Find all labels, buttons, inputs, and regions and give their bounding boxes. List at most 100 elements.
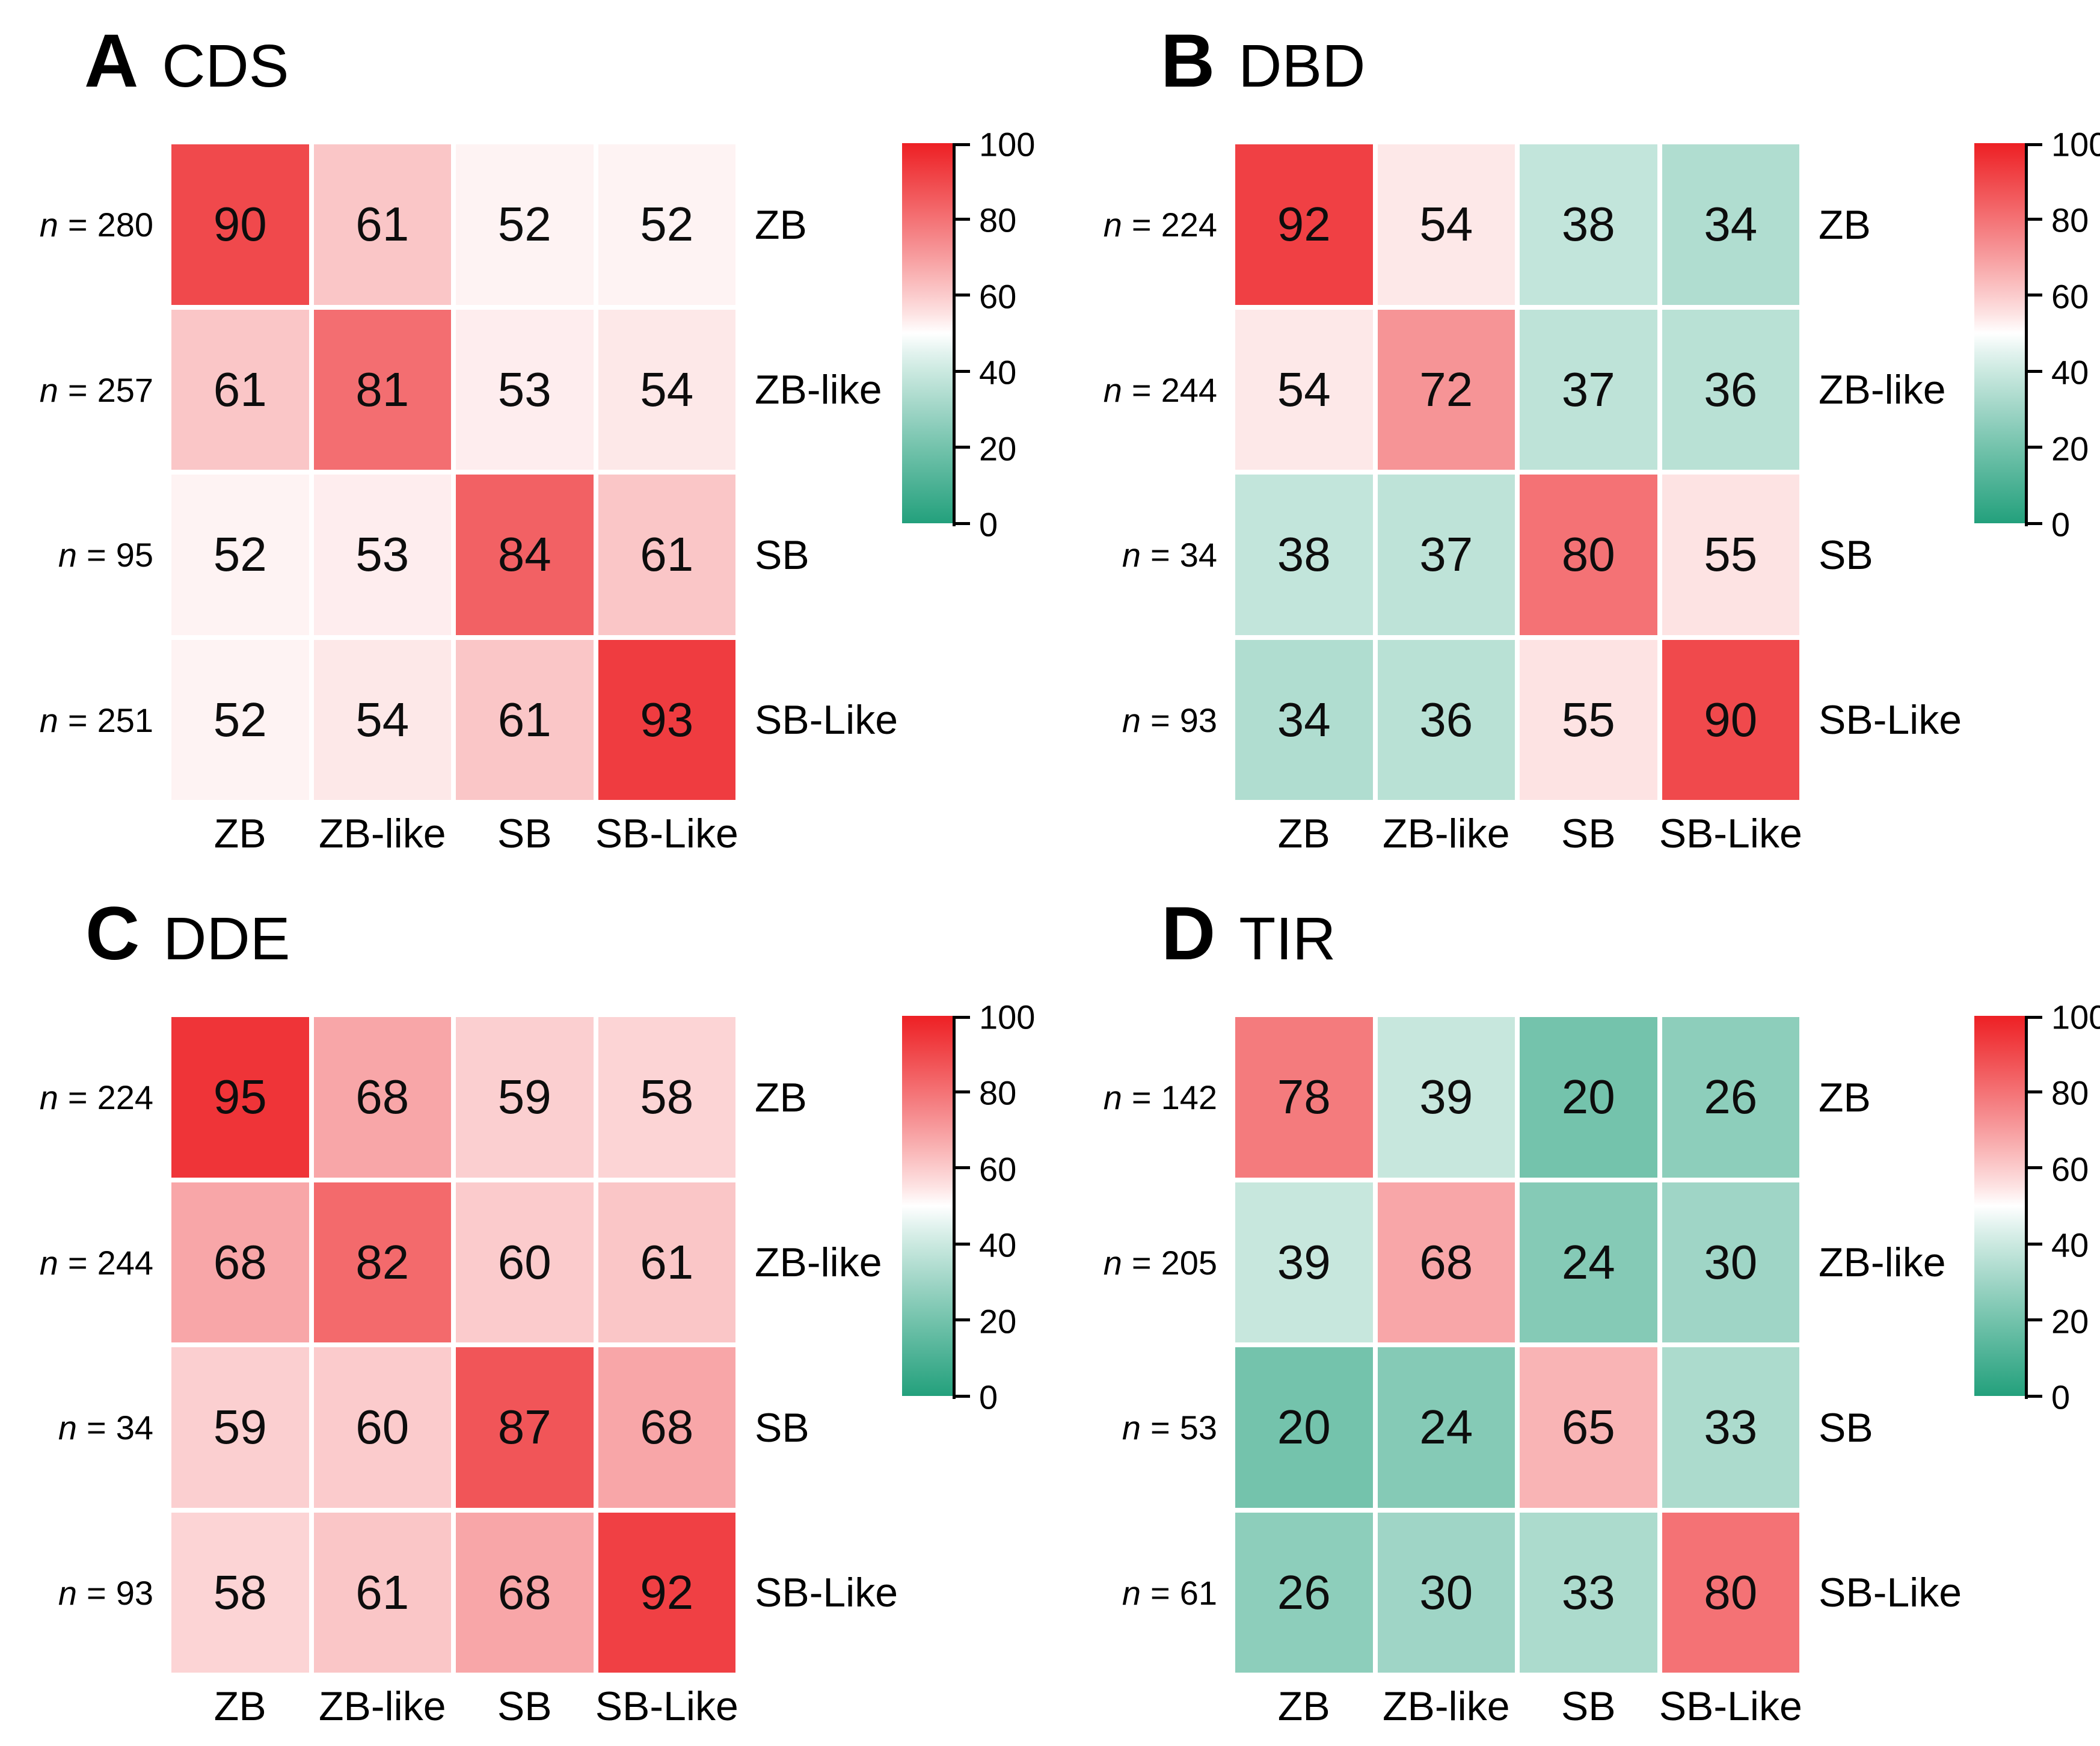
colorbar-tick-label: 100 — [979, 125, 1036, 164]
row-count-label: n = 93 — [1050, 640, 1217, 801]
n-symbol: n — [39, 370, 58, 409]
colorbar-gradient — [1974, 1016, 2025, 1396]
n-value: 224 — [1161, 206, 1217, 244]
row-category-label: ZB — [755, 1074, 807, 1120]
heatmap-cell: 68 — [598, 1347, 735, 1508]
row-count-label: n = 224 — [0, 1017, 153, 1178]
heatmap-cell: 33 — [1520, 1512, 1657, 1673]
colorbar-tick — [2028, 521, 2042, 525]
heatmap-cell: 24 — [1377, 1347, 1515, 1508]
n-value: 224 — [97, 1078, 153, 1116]
n-value: 95 — [115, 536, 153, 574]
heatmap-grid: 78 39 20 26 39 68 24 30 20 24 65 33 26 30 33 80 — [1235, 1017, 1799, 1673]
panel-name: CDS — [162, 32, 289, 100]
colorbar-tick — [956, 217, 970, 221]
colorbar-tick-label: 80 — [979, 1074, 1017, 1112]
column-category-label: ZB-like — [318, 811, 446, 856]
heatmap-cell: 65 — [1520, 1347, 1657, 1508]
colorbar-tick — [2028, 294, 2042, 297]
n-symbol: n — [1122, 536, 1141, 574]
heatmap-cell: 78 — [1235, 1017, 1373, 1178]
n-symbol: n — [58, 1409, 77, 1446]
row-count-label: n = 34 — [0, 1347, 153, 1508]
row-category-label: SB-Like — [1819, 697, 1962, 743]
n-symbol: n — [1103, 1243, 1122, 1282]
row-category-label: SB — [755, 532, 809, 578]
panel-d-tir: D TIR 78 39 20 26 39 68 24 30 20 24 65 33 26 30 33 80 n = 14… — [1050, 873, 2100, 1745]
colorbar-tick — [956, 521, 970, 525]
heatmap-cell: 68 — [313, 1017, 451, 1178]
column-category-label: ZB-like — [1382, 811, 1510, 856]
colorbar-tick — [956, 446, 970, 449]
colorbar-tick — [956, 1394, 970, 1398]
colorbar-tick — [956, 1318, 970, 1322]
heatmap-cell: 53 — [313, 475, 451, 635]
colorbar-axis-line — [2025, 1016, 2028, 1399]
colorbar-tick — [956, 1166, 970, 1170]
column-category-label: ZB-like — [318, 1683, 446, 1729]
row-category-label: SB-Like — [1819, 1570, 1962, 1615]
heatmap-cell: 26 — [1235, 1512, 1373, 1673]
heatmap-cell: 84 — [456, 475, 594, 635]
row-category-label: ZB — [755, 201, 807, 248]
heatmap-cell: 61 — [598, 475, 735, 635]
n-value: 53 — [1179, 1409, 1217, 1446]
column-category-label: SB — [497, 811, 552, 856]
colorbar: 100 80 60 40 20 0 — [1974, 998, 2100, 1425]
heatmap-cell: 82 — [313, 1182, 451, 1342]
colorbar-tick-label: 60 — [979, 1150, 1017, 1188]
colorbar-axis-line — [953, 1016, 956, 1399]
colorbar: 100 80 60 40 20 0 — [902, 998, 1058, 1425]
heatmap-cell: 90 — [171, 144, 309, 305]
column-category-label: SB — [1561, 811, 1616, 856]
row-count-label: n = 93 — [0, 1513, 153, 1673]
colorbar-tick — [2028, 446, 2042, 449]
colorbar-tick — [956, 1242, 970, 1246]
panel-letter: B — [1161, 19, 1216, 103]
panel-title: D TIR — [1161, 891, 1336, 977]
colorbar-tick-label: 20 — [2051, 1302, 2089, 1341]
equals-sign: = — [1131, 1243, 1152, 1282]
panel-title: C DDE — [85, 891, 290, 977]
column-category-label: ZB — [213, 811, 266, 856]
panel-c-dde: C DDE 95 68 59 58 68 82 60 61 59 60 87 68 58 61 68 92 n = 22… — [0, 873, 1050, 1745]
heatmap-cell: 92 — [598, 1512, 735, 1673]
heatmap-cell: 53 — [456, 309, 594, 470]
column-category-label: SB-Like — [595, 811, 738, 856]
equals-sign: = — [67, 206, 88, 244]
heatmap-cell: 58 — [171, 1512, 309, 1673]
heatmap-cell: 59 — [171, 1347, 309, 1508]
heatmap-grid: 92 54 38 34 54 72 37 36 38 37 80 55 34 36 55 90 — [1235, 144, 1799, 800]
row-count-label: n = 142 — [1050, 1017, 1217, 1178]
heatmap-cell: 24 — [1520, 1182, 1657, 1342]
row-count-label: n = 95 — [0, 475, 153, 635]
n-value: 93 — [115, 1573, 153, 1612]
equals-sign: = — [1150, 536, 1170, 574]
heatmap-cell: 61 — [456, 639, 594, 800]
heatmap-cell: 52 — [171, 639, 309, 800]
n-value: 61 — [1179, 1573, 1217, 1612]
heatmap-cell: 92 — [1235, 144, 1373, 305]
row-category-label: ZB — [1819, 1074, 1871, 1120]
colorbar-tick-label: 60 — [2051, 277, 2089, 316]
colorbar-tick — [2028, 369, 2042, 373]
panel-letter: D — [1161, 892, 1217, 976]
colorbar: 100 80 60 40 20 0 — [1974, 126, 2100, 552]
n-symbol: n — [1122, 1573, 1141, 1612]
heatmap-cell: 59 — [456, 1017, 594, 1178]
n-value: 34 — [1179, 536, 1217, 574]
heatmap-cell: 93 — [598, 639, 735, 800]
heatmap-cell: 54 — [1235, 309, 1373, 470]
row-category-label: ZB-like — [1819, 1240, 1946, 1285]
colorbar-gradient — [902, 1016, 953, 1396]
row-category-label: SB — [1819, 1404, 1873, 1451]
panel-letter: A — [84, 19, 140, 103]
colorbar-tick-label: 60 — [979, 277, 1017, 316]
panel-name: DDE — [163, 905, 290, 973]
equals-sign: = — [87, 1409, 106, 1446]
equals-sign: = — [87, 536, 106, 574]
heatmap-cell: 38 — [1520, 144, 1657, 305]
row-count-label: n = 280 — [0, 144, 153, 305]
row-count-label: n = 251 — [0, 640, 153, 801]
colorbar-tick-label: 40 — [2051, 353, 2089, 392]
